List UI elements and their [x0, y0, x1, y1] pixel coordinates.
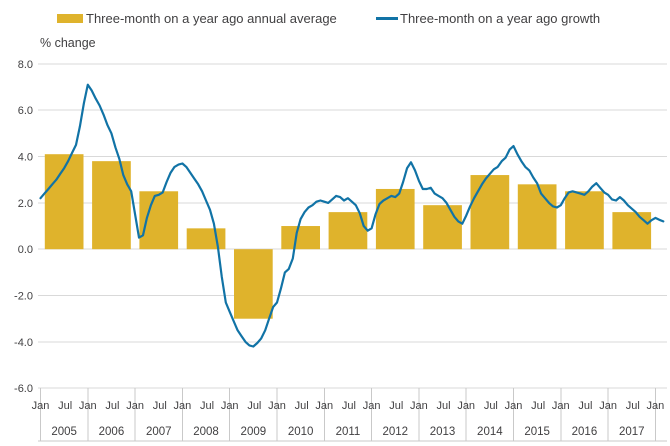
year-tick-label: 2008: [193, 426, 219, 438]
annual-average-bar: [281, 226, 320, 250]
month-tick-label: Jan: [599, 400, 617, 412]
year-tick-label: 2016: [572, 426, 598, 438]
y-axis-tick-label: 8.0: [18, 59, 33, 71]
year-tick-label: 2009: [241, 426, 267, 438]
year-tick-label: 2010: [288, 426, 314, 438]
annual-average-bar: [139, 191, 179, 250]
y-axis-tick-label: 6.0: [18, 105, 33, 117]
month-tick-label: Jan: [315, 400, 333, 412]
month-tick-label: Jul: [247, 400, 261, 412]
month-tick-label: Jan: [32, 400, 50, 412]
year-tick-label: 2017: [619, 426, 645, 438]
month-tick-label: Jan: [221, 400, 239, 412]
annual-average-bar: [565, 191, 604, 250]
month-tick-label: Jul: [484, 400, 498, 412]
month-tick-label: Jul: [437, 400, 451, 412]
year-tick-label: 2005: [51, 426, 77, 438]
annual-average-bar: [375, 188, 415, 250]
annual-average-bar: [612, 212, 652, 250]
month-tick-label: Jan: [552, 400, 570, 412]
month-tick-label: Jul: [105, 400, 119, 412]
month-tick-label: Jan: [79, 400, 97, 412]
y-axis-title: % change: [40, 36, 96, 50]
year-tick-label: 2012: [382, 426, 408, 438]
year-tick-label: 2011: [336, 426, 361, 438]
annual-average-bar: [517, 184, 557, 250]
annual-average-bar: [92, 161, 131, 250]
month-tick-label: Jul: [153, 400, 167, 412]
month-tick-label: Jul: [626, 400, 640, 412]
line-swatch-icon: [376, 17, 398, 20]
month-tick-label: Jul: [295, 400, 309, 412]
month-tick-label: Jan: [647, 400, 665, 412]
annual-average-bar: [186, 228, 226, 250]
year-tick-label: 2006: [99, 426, 125, 438]
year-tick-label: 2015: [524, 426, 550, 438]
year-tick-label: 2007: [146, 426, 172, 438]
month-tick-label: Jan: [505, 400, 523, 412]
month-tick-label: Jan: [363, 400, 381, 412]
y-axis-tick-label: -4.0: [14, 337, 33, 349]
month-tick-label: Jan: [268, 400, 286, 412]
month-tick-label: Jul: [342, 400, 356, 412]
year-tick-label: 2013: [430, 426, 456, 438]
annual-average-bar: [423, 205, 462, 250]
month-tick-label: Jan: [126, 400, 144, 412]
month-tick-label: Jul: [578, 400, 592, 412]
legend-label-annual-average: Three-month on a year ago annual average: [86, 11, 337, 26]
month-tick-label: Jul: [531, 400, 545, 412]
annual-average-bar: [470, 175, 510, 250]
y-axis-tick-label: 2.0: [18, 198, 33, 210]
legend: Three-month on a year ago annual average…: [0, 0, 670, 30]
y-axis-tick-label: 4.0: [18, 152, 33, 164]
y-axis-tick-label: 0.0: [18, 244, 33, 256]
annual-average-bar: [234, 249, 273, 319]
month-tick-label: Jan: [457, 400, 475, 412]
legend-item-annual-average: Three-month on a year ago annual average: [57, 11, 337, 26]
bar-swatch-icon: [57, 14, 83, 23]
month-tick-label: Jul: [389, 400, 403, 412]
month-tick-label: Jan: [174, 400, 192, 412]
year-tick-label: 2014: [477, 426, 503, 438]
month-tick-label: Jul: [58, 400, 72, 412]
y-axis-tick-label: -6.0: [14, 383, 33, 395]
month-tick-label: Jan: [410, 400, 428, 412]
y-axis-tick-label: -2.0: [14, 291, 33, 303]
legend-item-growth: Three-month on a year ago growth: [376, 11, 600, 26]
growth-line: [39, 83, 665, 348]
legend-label-growth: Three-month on a year ago growth: [400, 11, 601, 26]
month-tick-label: Jul: [200, 400, 214, 412]
